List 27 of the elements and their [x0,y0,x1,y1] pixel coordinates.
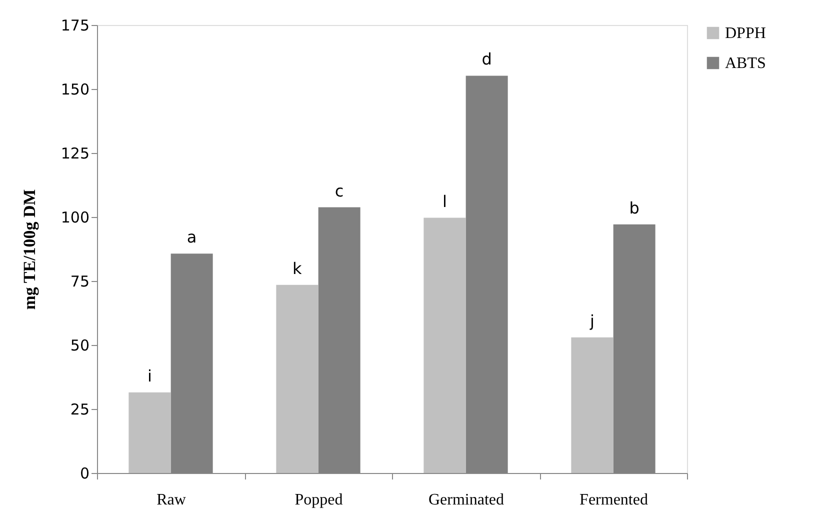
bar [424,218,466,473]
bar [276,284,318,473]
y-axis-title: mg TE/100g DM [20,189,39,310]
y-tick-label: 50 [70,336,90,354]
y-tick-label: 0 [80,464,90,482]
data-label: k [292,258,303,278]
data-label: c [334,181,344,200]
data-label: d [482,50,492,69]
x-tick-label: Popped [294,492,343,508]
y-tick-label: 150 [60,80,90,98]
x-tick-label: Raw [156,492,186,508]
y-tick-label: 75 [70,272,90,290]
x-tick-label: Germinated [428,492,504,508]
y-tick-label: 100 [60,208,90,226]
data-label: i [147,366,152,386]
data-label: j [588,311,594,330]
bar [128,392,171,473]
y-tick-label: 175 [60,16,90,34]
y-tick-label: 125 [60,144,90,162]
data-label: a [186,228,197,247]
legend-label: ABTS [725,55,766,72]
data-label: b [629,198,640,218]
data-label: l [442,192,447,211]
y-tick-label: 25 [70,400,90,418]
bar [571,337,614,473]
x-tick-label: Fermented [580,492,648,508]
legend-label: DPPH [725,25,766,42]
